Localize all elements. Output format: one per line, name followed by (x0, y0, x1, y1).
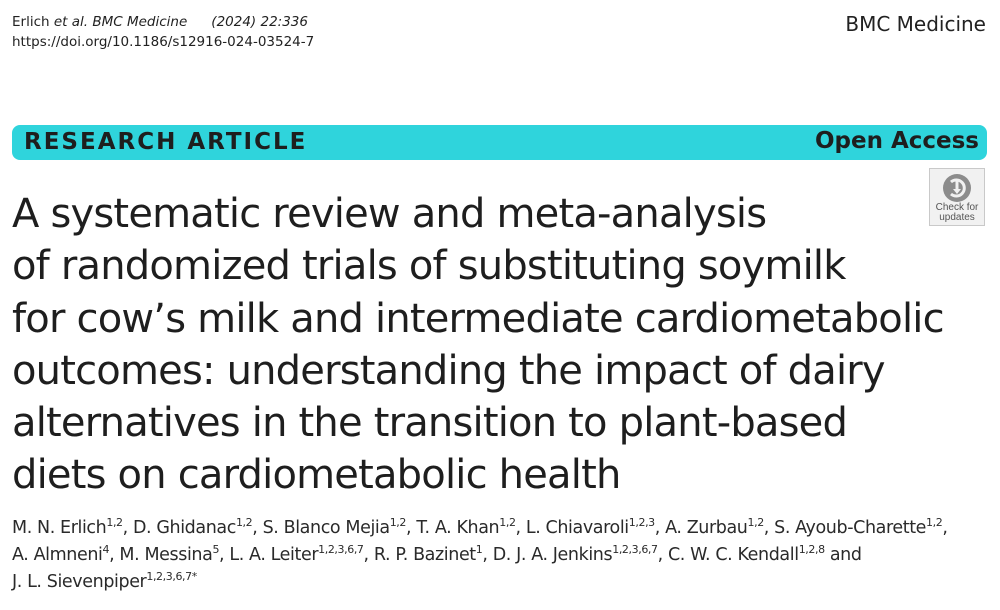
author-separator: , (763, 518, 775, 538)
author-separator: , (406, 518, 417, 538)
article-title: A systematic review and meta-analysis of… (12, 188, 1000, 502)
author-separator: , (109, 545, 120, 565)
author-name[interactable]: A. Zurbau (665, 518, 748, 538)
author-separator: , (122, 518, 133, 538)
author-name[interactable]: L. A. Leiter (229, 545, 319, 565)
author-separator: , (942, 518, 948, 538)
author-affiliation: 1,2,3,6,7 (318, 543, 364, 556)
author-affiliation: 1,2 (235, 516, 253, 529)
check-for-updates-button[interactable]: Check for updates (929, 168, 985, 226)
check-updates-line1: Check for (935, 202, 979, 213)
citation-line: Erlich et al. BMC Medicine (2024) 22:336 (12, 12, 314, 32)
author-name[interactable]: T. A. Khan (416, 518, 500, 538)
open-access-label: Open Access (814, 128, 979, 154)
author-separator: , (657, 545, 668, 565)
author-name[interactable]: R. P. Bazinet (373, 545, 476, 565)
author-line: J. L. Sievenpiper1,2,3,6,7* (12, 569, 948, 596)
author-name[interactable]: M. Messina (119, 545, 213, 565)
author-affiliation: 1,2,8 (798, 543, 825, 556)
author-list: M. N. Erlich1,2, D. Ghidanac1,2, S. Blan… (12, 515, 948, 596)
author-affiliation: 1,2,3 (628, 516, 655, 529)
author-separator: and (824, 545, 862, 565)
author-affiliation: 1,2,3,6,7 (612, 543, 658, 556)
author-affiliation: 1,2 (499, 516, 516, 529)
author-name[interactable]: C. W. C. Kendall (667, 545, 799, 565)
article-type-banner: RESEARCH ARTICLE Open Access (12, 125, 987, 160)
author-affiliation: 1,2 (747, 516, 765, 529)
author-affiliation: 1,2,3,6,7* (146, 570, 197, 583)
title-line: A systematic review and meta-analysis (12, 191, 767, 237)
author-separator: , (654, 518, 666, 538)
author-affiliation: 1 (475, 543, 483, 556)
journal-name: BMC Medicine (845, 12, 986, 36)
title-line: for cow’s milk and intermediate cardiome… (12, 295, 945, 342)
author-separator: , (219, 545, 230, 565)
citation-journal: et al. BMC Medicine (53, 14, 188, 30)
author-separator: , (363, 545, 374, 565)
article-type-label: RESEARCH ARTICLE (24, 129, 308, 155)
doi-link[interactable]: https://doi.org/10.1186/s12916-024-03524… (12, 34, 315, 50)
title-line: diets on cardiometabolic health (12, 452, 621, 499)
title-line: alternatives in the transition to plant-… (12, 400, 848, 447)
author-separator: , (482, 545, 493, 565)
check-updates-line2: updates (939, 212, 975, 223)
author-name[interactable]: M. N. Erlich (12, 518, 107, 538)
author-line: A. Almneni4, M. Messina5, L. A. Leiter1,… (12, 542, 948, 569)
citation-authors: Erlich (12, 14, 54, 30)
author-line: M. N. Erlich1,2, D. Ghidanac1,2, S. Blan… (12, 515, 948, 542)
author-name[interactable]: J. L. Sievenpiper (12, 572, 147, 592)
author-name[interactable]: S. Ayoub-Charette (774, 518, 927, 538)
author-affiliation: 4 (102, 543, 110, 556)
citation-header: Erlich et al. BMC Medicine (2024) 22:336 … (12, 12, 314, 52)
author-affiliation: 1,2 (106, 516, 123, 529)
author-name[interactable]: A. Almneni (12, 545, 103, 565)
citation-year-volume: (2024) 22:336 (211, 14, 308, 30)
author-affiliation: 1,2 (926, 516, 943, 529)
author-name[interactable]: L. Chiavaroli (525, 518, 629, 538)
author-name[interactable]: S. Blanco Mejia (262, 518, 391, 538)
author-separator: , (515, 518, 526, 538)
author-affiliation: 1,2 (389, 516, 407, 529)
title-line: outcomes: understanding the impact of da… (12, 347, 886, 394)
author-affiliation: 5 (212, 543, 220, 556)
check-for-updates-icon (943, 174, 971, 202)
title-line: of randomized trials of substituting soy… (12, 243, 846, 290)
author-name[interactable]: D. Ghidanac (132, 518, 236, 538)
author-separator: , (252, 518, 263, 538)
author-name[interactable]: D. J. A. Jenkins (492, 545, 613, 565)
